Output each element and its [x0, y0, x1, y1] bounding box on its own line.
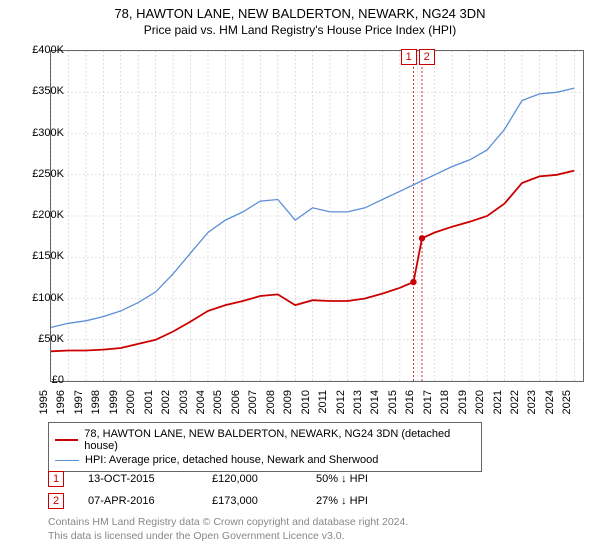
x-tick-label: 1995 — [38, 390, 50, 414]
chart-subtitle: Price paid vs. HM Land Registry's House … — [0, 21, 600, 37]
legend-swatch — [55, 460, 79, 461]
x-tick-label: 1997 — [73, 390, 85, 414]
legend-item: HPI: Average price, detached house, Newa… — [55, 453, 475, 467]
legend-item: 78, HAWTON LANE, NEW BALDERTON, NEWARK, … — [55, 427, 475, 453]
x-tick-label: 2000 — [125, 390, 137, 414]
x-tick-label: 2004 — [195, 390, 207, 414]
x-tick-label: 2023 — [526, 390, 538, 414]
x-tick-label: 2016 — [404, 390, 416, 414]
sale-marker: 2 — [48, 493, 64, 509]
x-tick-label: 2011 — [317, 390, 329, 414]
legend: 78, HAWTON LANE, NEW BALDERTON, NEWARK, … — [48, 422, 482, 472]
y-tick-label: £400K — [32, 44, 64, 56]
y-tick-label: £300K — [32, 127, 64, 139]
y-tick-label: £350K — [32, 85, 64, 97]
y-tick-label: £0 — [52, 374, 64, 386]
footer-attribution: Contains HM Land Registry data © Crown c… — [48, 516, 408, 543]
event-marker: 1 — [401, 49, 417, 65]
x-tick-label: 2017 — [422, 390, 434, 414]
x-tick-label: 2025 — [561, 390, 573, 414]
chart-container: 78, HAWTON LANE, NEW BALDERTON, NEWARK, … — [0, 0, 600, 560]
x-tick-label: 2001 — [143, 390, 155, 414]
sale-pct-vs-hpi: 27% ↓ HPI — [316, 495, 426, 507]
legend-label: HPI: Average price, detached house, Newa… — [85, 454, 378, 466]
sale-pct-vs-hpi: 50% ↓ HPI — [316, 473, 426, 485]
x-tick-label: 2009 — [282, 390, 294, 414]
y-tick-label: £100K — [32, 292, 64, 304]
x-tick-label: 2010 — [300, 390, 312, 414]
chart-title: 78, HAWTON LANE, NEW BALDERTON, NEWARK, … — [0, 0, 600, 21]
line-chart-svg — [51, 51, 583, 381]
event-markers: 12 — [401, 49, 435, 65]
footer-line-2: This data is licensed under the Open Gov… — [48, 530, 408, 544]
x-tick-label: 2006 — [230, 390, 242, 414]
x-tick-label: 1996 — [55, 390, 67, 414]
x-tick-label: 2005 — [212, 390, 224, 414]
footer-line-1: Contains HM Land Registry data © Crown c… — [48, 516, 408, 530]
event-marker: 2 — [419, 49, 435, 65]
sale-row: 1 13-OCT-2015 £120,000 50% ↓ HPI — [48, 468, 426, 490]
x-tick-label: 2021 — [492, 390, 504, 414]
sale-price: £173,000 — [212, 495, 292, 507]
x-tick-label: 2007 — [247, 390, 259, 414]
sale-price: £120,000 — [212, 473, 292, 485]
sale-marker: 1 — [48, 471, 64, 487]
x-tick-label: 1999 — [108, 390, 120, 414]
legend-label: 78, HAWTON LANE, NEW BALDERTON, NEWARK, … — [84, 428, 475, 452]
y-tick-label: £50K — [38, 333, 64, 345]
x-tick-label: 2020 — [474, 390, 486, 414]
x-tick-label: 2014 — [369, 390, 381, 414]
y-tick-label: £150K — [32, 250, 64, 262]
x-tick-label: 2015 — [387, 390, 399, 414]
x-tick-label: 2024 — [544, 390, 556, 414]
x-tick-label: 2013 — [352, 390, 364, 414]
x-tick-label: 2019 — [457, 390, 469, 414]
sales-table: 1 13-OCT-2015 £120,000 50% ↓ HPI 2 07-APR-201… — [48, 468, 426, 512]
x-tick-label: 2012 — [335, 390, 347, 414]
y-tick-label: £200K — [32, 209, 64, 221]
y-tick-label: £250K — [32, 168, 64, 180]
sale-date: 13-OCT-2015 — [88, 473, 188, 485]
x-tick-label: 1998 — [90, 390, 102, 414]
x-tick-label: 2008 — [265, 390, 277, 414]
sale-row: 2 07-APR-2016 £173,000 27% ↓ HPI — [48, 490, 426, 512]
sale-date: 07-APR-2016 — [88, 495, 188, 507]
x-tick-label: 2022 — [509, 390, 521, 414]
x-tick-label: 2002 — [160, 390, 172, 414]
x-tick-label: 2018 — [439, 390, 451, 414]
legend-swatch — [55, 439, 78, 441]
plot-area: 12 — [50, 50, 584, 382]
x-tick-label: 2003 — [178, 390, 190, 414]
